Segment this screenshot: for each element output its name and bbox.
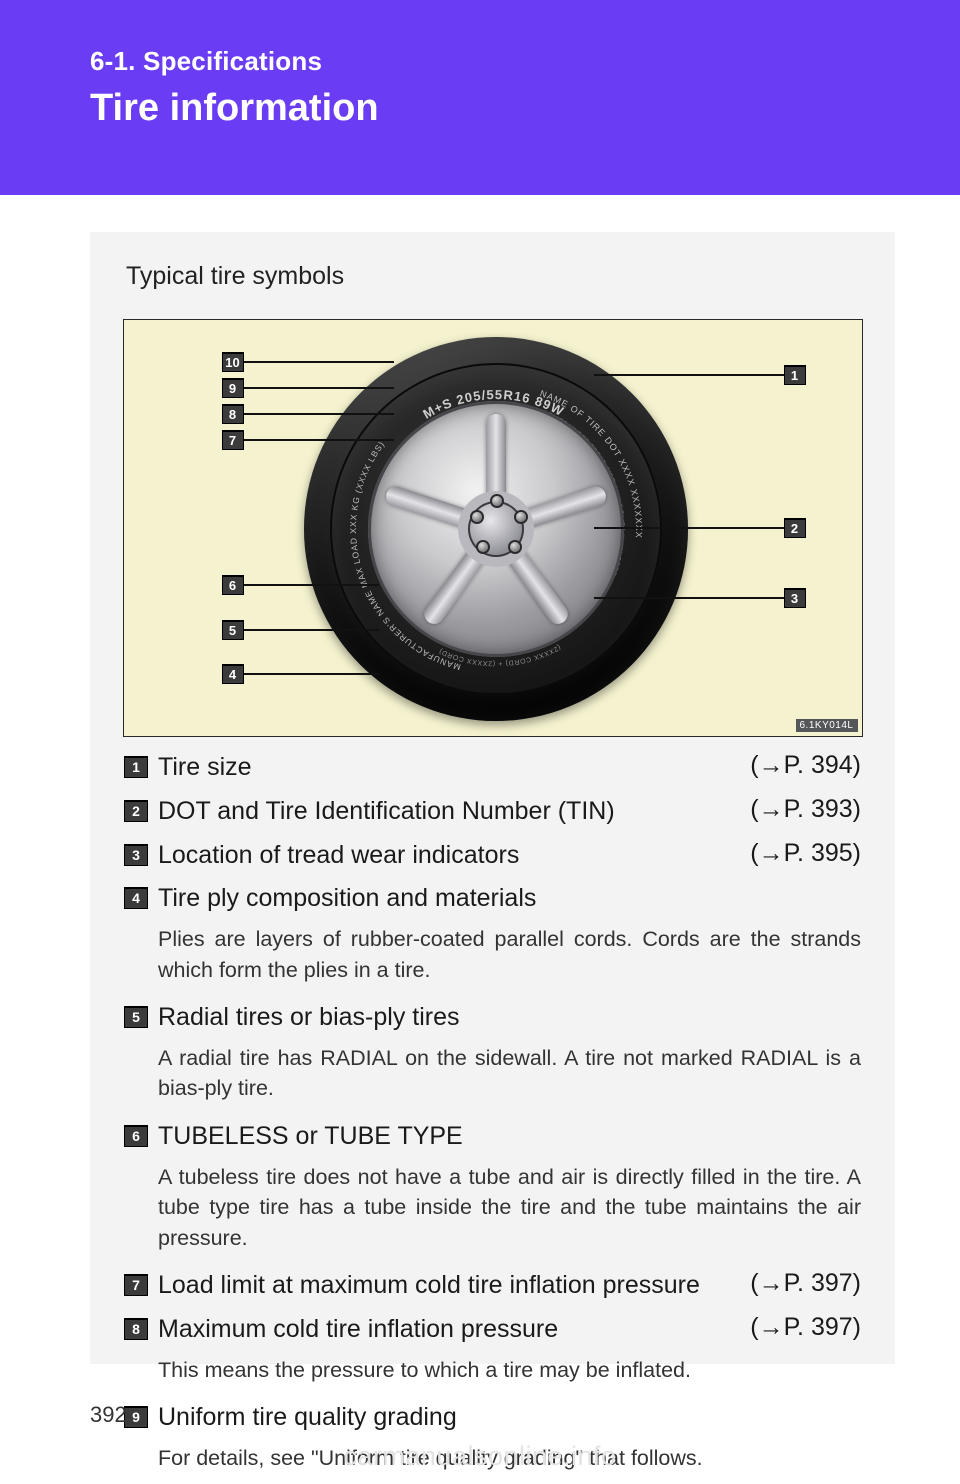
item-description: This means the pressure to which a tire … <box>158 1355 861 1386</box>
callout: 8 <box>222 404 394 424</box>
page: 6-1. Specifications Tire information Typ… <box>0 0 960 1484</box>
item-number: 4 <box>124 887 148 909</box>
item-label: Radial tires or bias-ply tires <box>158 1001 861 1035</box>
item-number: 3 <box>124 844 148 866</box>
list-item: 6 TUBELESS or TUBE TYPE A tubeless tire do… <box>124 1120 861 1253</box>
section-subtitle: Typical tire symbols <box>126 262 865 291</box>
list-item: 7 Load limit at maximum cold tire inflati… <box>124 1269 861 1303</box>
callout-line <box>594 527 784 529</box>
callout-number: 7 <box>222 430 244 450</box>
callout: 9 <box>222 378 394 398</box>
item-label: TUBELESS or TUBE TYPE <box>158 1120 861 1154</box>
tire-diagram: M+S 205/55R16 89W TREADWEAR 200 TRACTION… <box>123 319 863 737</box>
header-band: 6-1. Specifications Tire information <box>0 0 960 195</box>
callout: 5 <box>222 620 379 640</box>
lug-nut <box>492 496 502 506</box>
callout-line <box>594 597 784 599</box>
item-label: Maximum cold tire inflation pressure <box>158 1313 736 1347</box>
item-number: 7 <box>124 1274 148 1296</box>
lug-nut <box>510 542 520 552</box>
callout-number: 10 <box>222 352 244 372</box>
callout-line <box>244 439 394 441</box>
callout: 4 <box>222 664 379 684</box>
item-page-ref: (→P. 393) <box>750 795 861 824</box>
chapter-label: 6-1. Specifications <box>90 46 870 77</box>
callout: 10 <box>222 352 394 372</box>
callout-number: 6 <box>222 575 244 595</box>
item-label: Load limit at maximum cold tire inflatio… <box>158 1269 736 1303</box>
callout-number: 5 <box>222 620 244 640</box>
watermark: carmanualsonline.info <box>0 1441 960 1472</box>
callout-number: 8 <box>222 404 244 424</box>
item-description: Plies are layers of rubber-coated parall… <box>158 924 861 985</box>
item-page-ref: (→P. 395) <box>750 839 861 868</box>
callout-number: 4 <box>222 664 244 684</box>
callout: 2 <box>594 518 806 538</box>
items-list: 1 Tire size (→P. 394) 2 DOT and Tire Identif… <box>120 751 865 1473</box>
item-number: 5 <box>124 1006 148 1028</box>
callout-line <box>594 374 784 376</box>
content-panel: Typical tire symbols M+S 205/55R <box>90 232 895 1364</box>
item-number: 6 <box>124 1125 148 1147</box>
item-label: Location of tread wear indicators <box>158 839 736 873</box>
page-number: 392 <box>90 1402 127 1428</box>
list-item: 8 Maximum cold tire inflation pressure (→P… <box>124 1313 861 1385</box>
item-number: 8 <box>124 1318 148 1340</box>
lug-nut <box>472 512 482 522</box>
item-label: DOT and Tire Identification Number (TIN) <box>158 795 736 829</box>
item-label: Tire ply composition and materials <box>158 882 861 916</box>
item-label: Tire size <box>158 751 736 785</box>
callout: 3 <box>594 588 806 608</box>
item-number: 1 <box>124 756 148 778</box>
item-page-ref: (→P. 397) <box>750 1313 861 1342</box>
list-item: 2 DOT and Tire Identification Number (TIN… <box>124 795 861 829</box>
callout-line <box>244 413 394 415</box>
item-page-ref: (→P. 397) <box>750 1269 861 1298</box>
diagram-code: 6.1KY014L <box>796 719 858 732</box>
lug-nut <box>478 542 488 552</box>
item-page-ref: (→P. 394) <box>750 751 861 780</box>
callout-number: 2 <box>784 518 806 538</box>
callout-line <box>244 673 379 675</box>
callout-number: 1 <box>784 365 806 385</box>
callout: 6 <box>222 575 379 595</box>
lug-nut <box>516 512 526 522</box>
callout-line <box>244 387 394 389</box>
item-number: 9 <box>124 1406 148 1428</box>
item-description: A radial tire has RADIAL on the sidewall… <box>158 1043 861 1104</box>
list-item: 4 Tire ply composition and materials Plies… <box>124 882 861 985</box>
callout-line <box>244 361 394 363</box>
list-item: 5 Radial tires or bias-ply tires A radial … <box>124 1001 861 1104</box>
callout-number: 3 <box>784 588 806 608</box>
list-item: 1 Tire size (→P. 394) <box>124 751 861 785</box>
page-title: Tire information <box>90 87 870 130</box>
item-label: Uniform tire quality grading <box>158 1401 861 1435</box>
callout-line <box>244 584 379 586</box>
list-item: 3 Location of tread wear indicators (→P. 3… <box>124 839 861 873</box>
callout: 7 <box>222 430 394 450</box>
callout-number: 9 <box>222 378 244 398</box>
item-number: 2 <box>124 800 148 822</box>
callout-line <box>244 629 379 631</box>
callout: 1 <box>594 365 806 385</box>
item-description: A tubeless tire does not have a tube and… <box>158 1162 861 1254</box>
